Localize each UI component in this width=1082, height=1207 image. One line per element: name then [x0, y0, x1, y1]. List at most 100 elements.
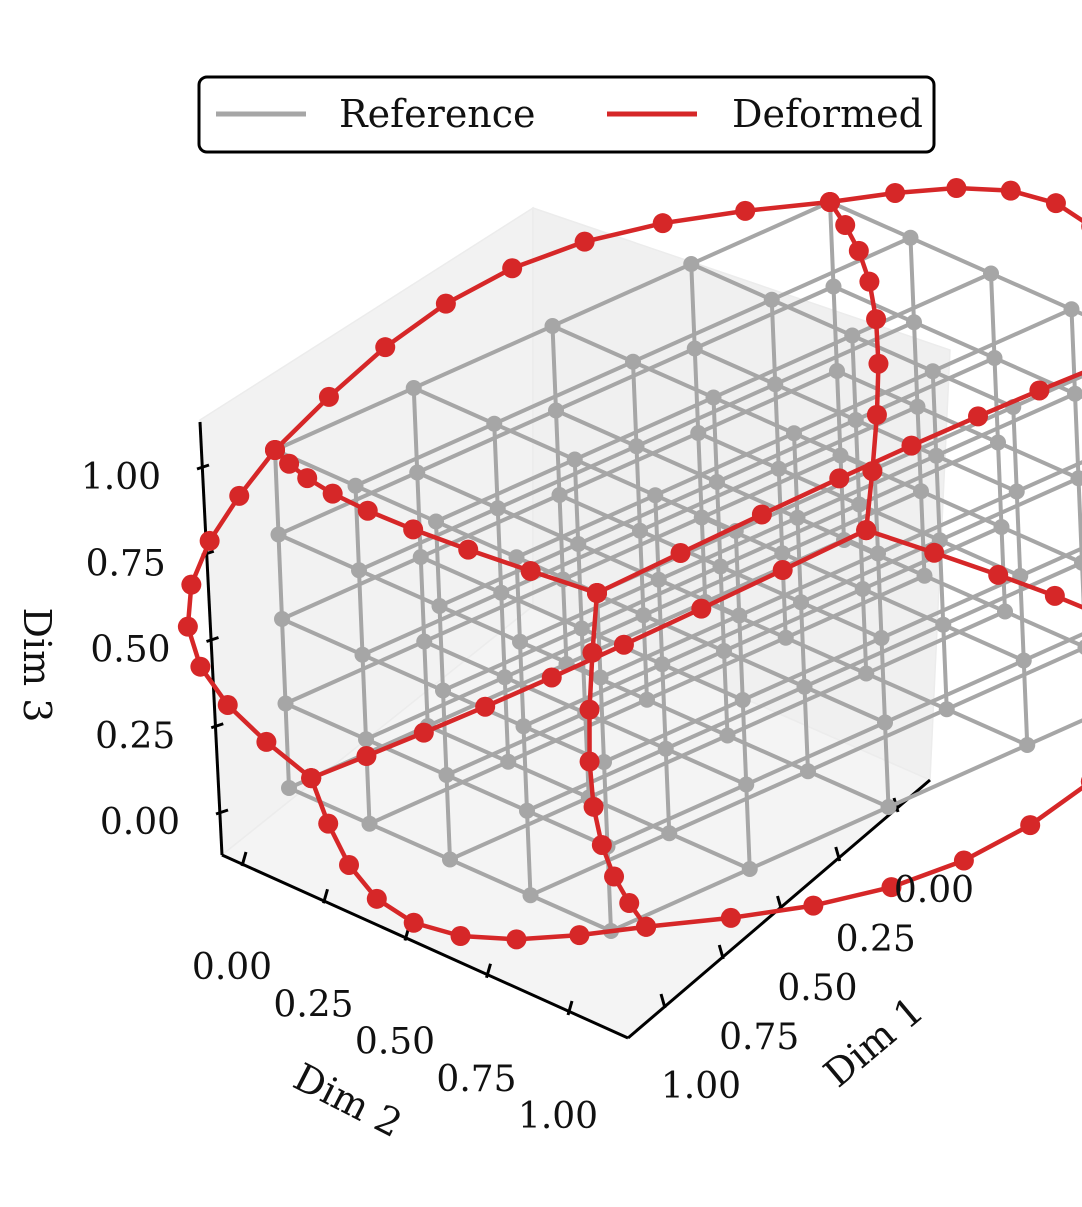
deformed-node: [866, 309, 887, 330]
ref-node: [983, 265, 999, 282]
deformed-node: [375, 337, 396, 358]
ref-node: [281, 780, 297, 796]
ref-node: [712, 558, 729, 575]
ref-node: [686, 340, 703, 357]
ref-node: [442, 851, 458, 868]
deformed-node: [866, 404, 887, 425]
legend-frame: [197, 75, 936, 154]
deformed-node: [475, 696, 496, 717]
ref-node: [1008, 483, 1025, 500]
z-tick-label: 0.25: [95, 716, 175, 757]
ref-node: [496, 669, 513, 686]
ref-node: [412, 549, 429, 565]
deformed-node: [1029, 380, 1050, 401]
deformed-node: [691, 598, 712, 619]
y-tick-label: 1.00: [518, 1096, 598, 1137]
z-tick-label: 0.75: [86, 543, 166, 584]
x-tick: [659, 993, 667, 1009]
deformed-node: [579, 751, 600, 772]
x-tick-label: 0.50: [777, 968, 857, 1009]
ref-node: [1067, 385, 1082, 402]
deformed-node: [848, 240, 869, 261]
ref-node: [719, 727, 736, 744]
deformed-node: [217, 694, 238, 715]
deformed-node: [502, 258, 523, 279]
ref-node: [639, 691, 655, 708]
ref-node: [566, 451, 583, 468]
ref-node: [800, 763, 816, 780]
ref-node: [997, 603, 1013, 620]
deformed-node: [301, 768, 322, 789]
deformed-node: [619, 893, 640, 914]
deformed-node: [403, 912, 424, 933]
ref-node: [409, 464, 426, 481]
y-tick-label: 0.25: [273, 984, 353, 1025]
z-tick: [196, 463, 210, 471]
ref-node: [993, 519, 1010, 535]
ref-node: [654, 656, 671, 673]
ref-node: [428, 513, 444, 530]
ref-node: [508, 549, 525, 566]
ref-node: [786, 425, 802, 442]
deformed-node: [413, 722, 434, 743]
ref-node: [551, 487, 568, 503]
deformed-node: [458, 539, 479, 560]
ref-node: [548, 402, 564, 419]
ref-node: [1063, 301, 1080, 318]
y-axis-label: Dim 2: [287, 1055, 409, 1146]
ref-node: [632, 522, 648, 539]
ref-node: [796, 678, 813, 695]
ref-node: [431, 598, 448, 614]
deformed-node: [339, 854, 360, 875]
deformed-node: [1020, 815, 1041, 836]
deformed-node: [541, 667, 562, 688]
ref-node: [515, 718, 532, 735]
deformed-node: [803, 895, 824, 916]
deformed-node: [1000, 180, 1021, 201]
deformed-node: [1045, 193, 1066, 214]
ref-node: [519, 802, 535, 819]
deformed-node: [885, 182, 906, 203]
deformed-node: [591, 834, 612, 855]
ref-node: [351, 562, 367, 579]
deformed-node: [856, 520, 877, 541]
ref-node: [358, 731, 374, 748]
x-tick-label: 0.25: [836, 919, 916, 960]
deformed-node: [868, 353, 889, 374]
ref-node: [1019, 737, 1036, 753]
deformed-node: [652, 213, 673, 234]
deformed-node: [968, 406, 989, 427]
ref-node: [832, 447, 849, 464]
deformed-node: [720, 907, 741, 928]
deformed-node: [366, 888, 387, 909]
ref-node: [500, 753, 517, 770]
deformed-node: [297, 468, 318, 489]
ref-node: [435, 682, 451, 699]
deformed-node: [613, 634, 634, 655]
deformed-node: [604, 866, 625, 887]
deformed-node: [670, 543, 691, 564]
ref-node: [683, 256, 700, 272]
deformed-node: [924, 542, 945, 563]
ref-node: [493, 584, 510, 601]
x-tick: [834, 846, 842, 862]
deformed-node: [1044, 585, 1065, 606]
ref-node: [731, 607, 748, 624]
deformed-node: [820, 192, 840, 212]
ref-node: [570, 536, 587, 552]
y-tick: [322, 888, 329, 904]
ref-node: [916, 567, 933, 584]
y-tick-label: 0.50: [355, 1022, 435, 1063]
ref-node: [774, 545, 791, 562]
deformed-node: [901, 435, 922, 456]
legend-label-deformed: Deformed: [732, 92, 923, 136]
z-tick-label: 0.00: [100, 802, 180, 843]
deformed-node: [265, 440, 285, 460]
deformed-node: [177, 616, 198, 637]
ref-node: [512, 633, 528, 650]
ref-node: [705, 389, 722, 406]
ref-node: [573, 620, 590, 637]
deformed-node: [357, 500, 378, 521]
ref-node: [661, 825, 678, 842]
